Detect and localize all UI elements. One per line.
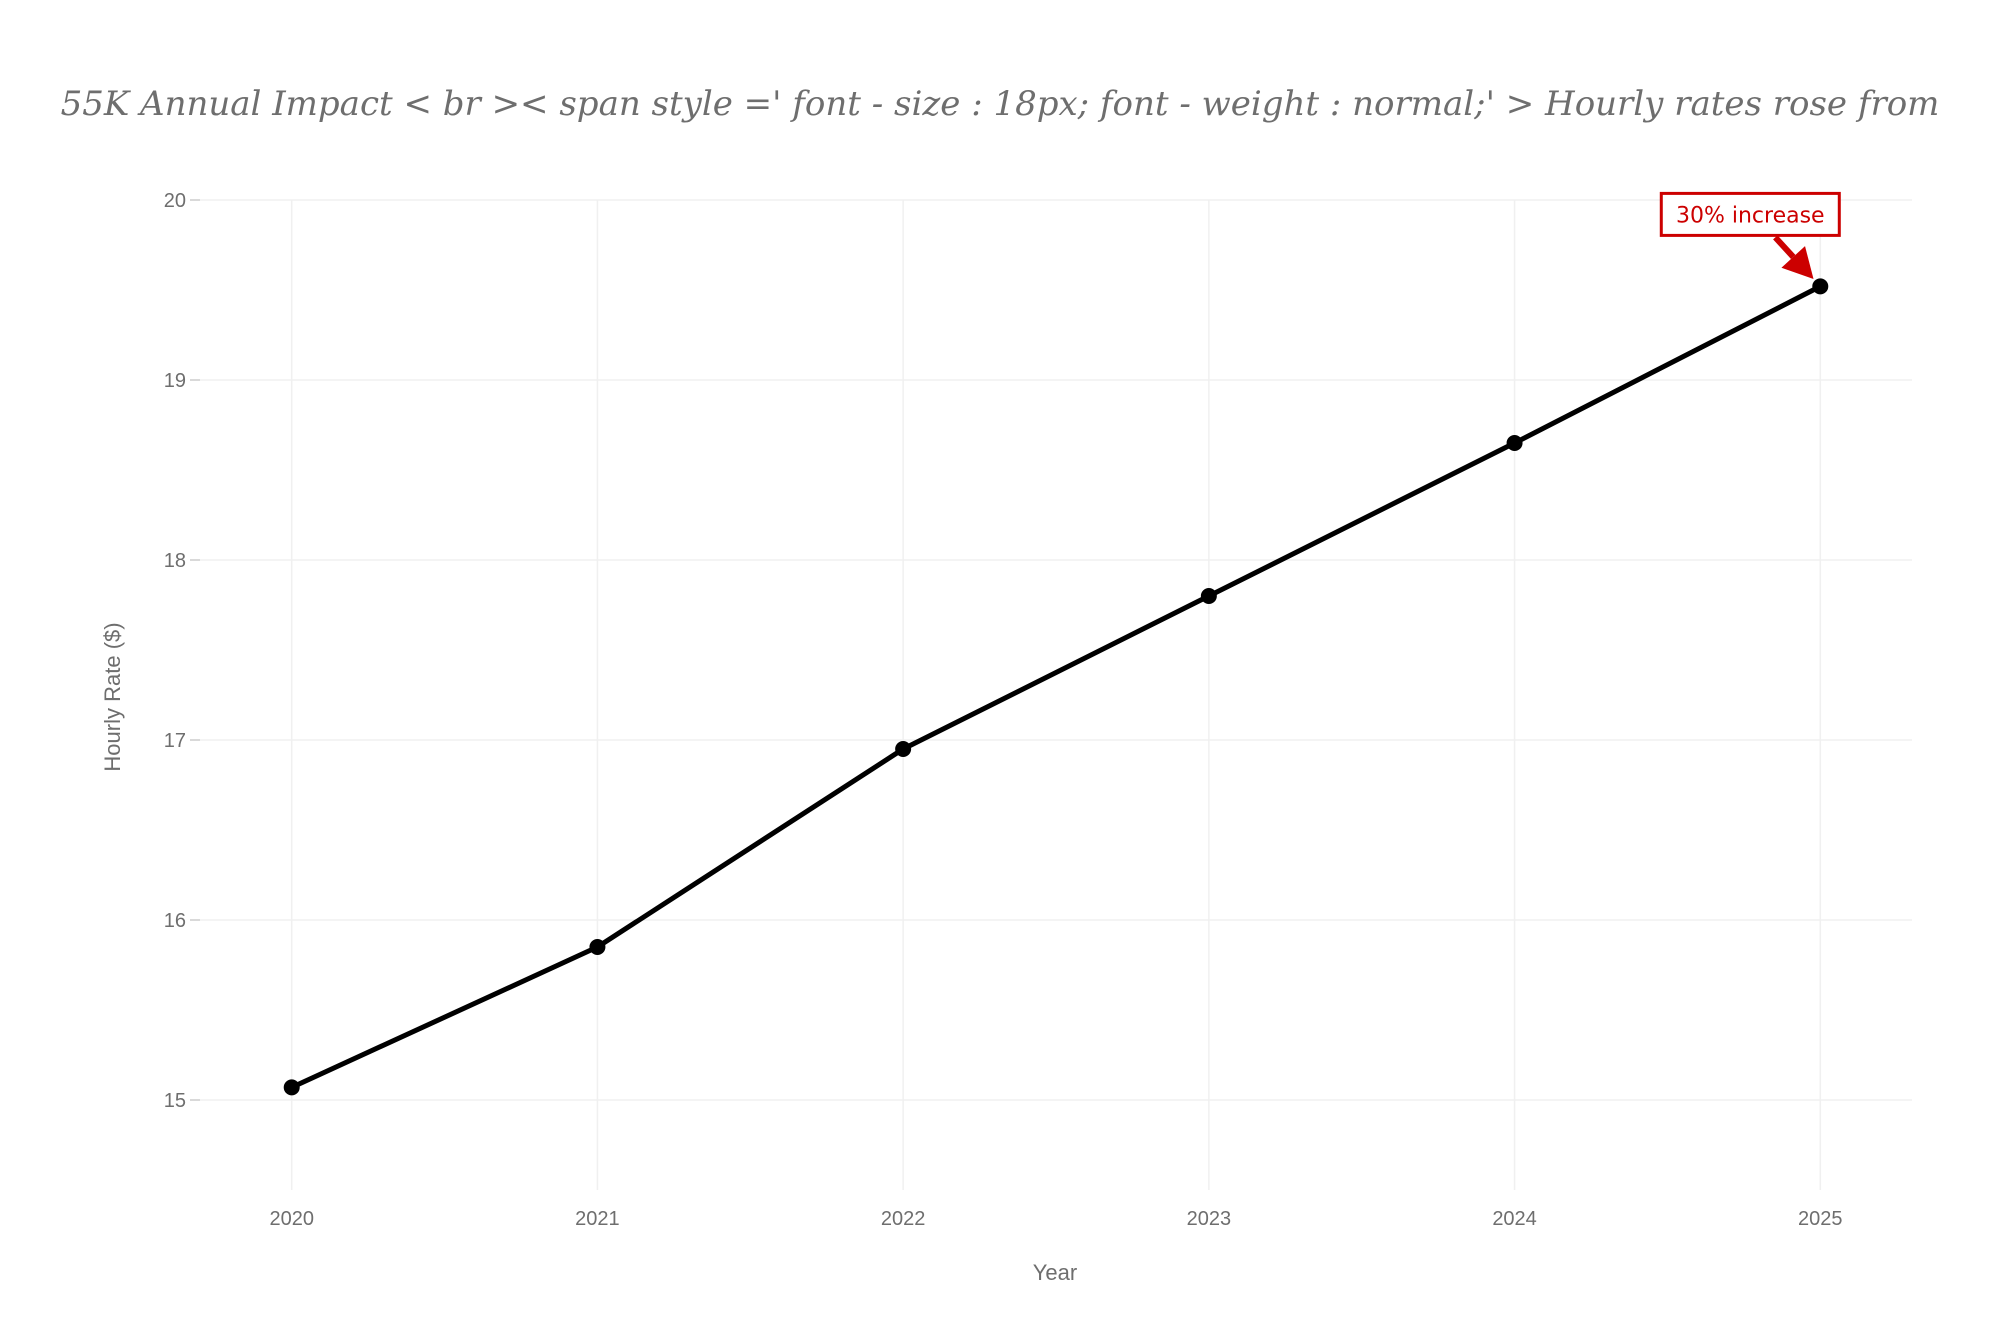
y-tick-label: 19 bbox=[164, 370, 186, 392]
y-tick-label: 20 bbox=[164, 190, 186, 212]
annotation-arrow bbox=[1773, 235, 1796, 259]
annotation-label: 30% increase bbox=[1676, 203, 1825, 228]
data-points bbox=[283, 278, 1829, 1096]
annotation-box bbox=[1659, 191, 1841, 237]
y-tick-label: 15 bbox=[164, 1090, 186, 1112]
y-tick-label: 18 bbox=[164, 550, 186, 572]
annotation-layer: 30% increase bbox=[1659, 191, 1841, 280]
tick-labels: 2020 2021 2022 2023 2024 2025 15 16 17 18 19 20 bbox=[164, 190, 1843, 1230]
data-point bbox=[1506, 435, 1523, 451]
y-tick-label: 16 bbox=[164, 910, 186, 932]
x-tick-label: 2023 bbox=[1187, 1208, 1232, 1230]
chart-title: 55K Annual Impact < br >< span style =' … bbox=[61, 84, 1940, 124]
data-point bbox=[895, 741, 912, 757]
data-point bbox=[589, 939, 606, 955]
x-tick-label: 2020 bbox=[269, 1208, 314, 1230]
grid-layer bbox=[190, 199, 1912, 1190]
series-layer bbox=[290, 284, 1822, 1090]
data-point bbox=[1812, 278, 1829, 295]
data-point bbox=[283, 1079, 300, 1096]
x-tick-label: 2024 bbox=[1492, 1208, 1537, 1230]
x-tick-label: 2025 bbox=[1798, 1208, 1843, 1230]
x-tick-label: 2021 bbox=[575, 1208, 620, 1230]
series-line bbox=[290, 284, 1822, 1090]
x-tick-label: 2022 bbox=[881, 1208, 926, 1230]
y-axis-title: Hourly Rate ($) bbox=[100, 622, 125, 771]
x-axis-title: Year bbox=[1033, 1260, 1077, 1285]
annotation-arrow-head bbox=[1781, 246, 1814, 280]
data-point bbox=[1200, 588, 1217, 604]
y-tick-label: 17 bbox=[164, 730, 186, 752]
